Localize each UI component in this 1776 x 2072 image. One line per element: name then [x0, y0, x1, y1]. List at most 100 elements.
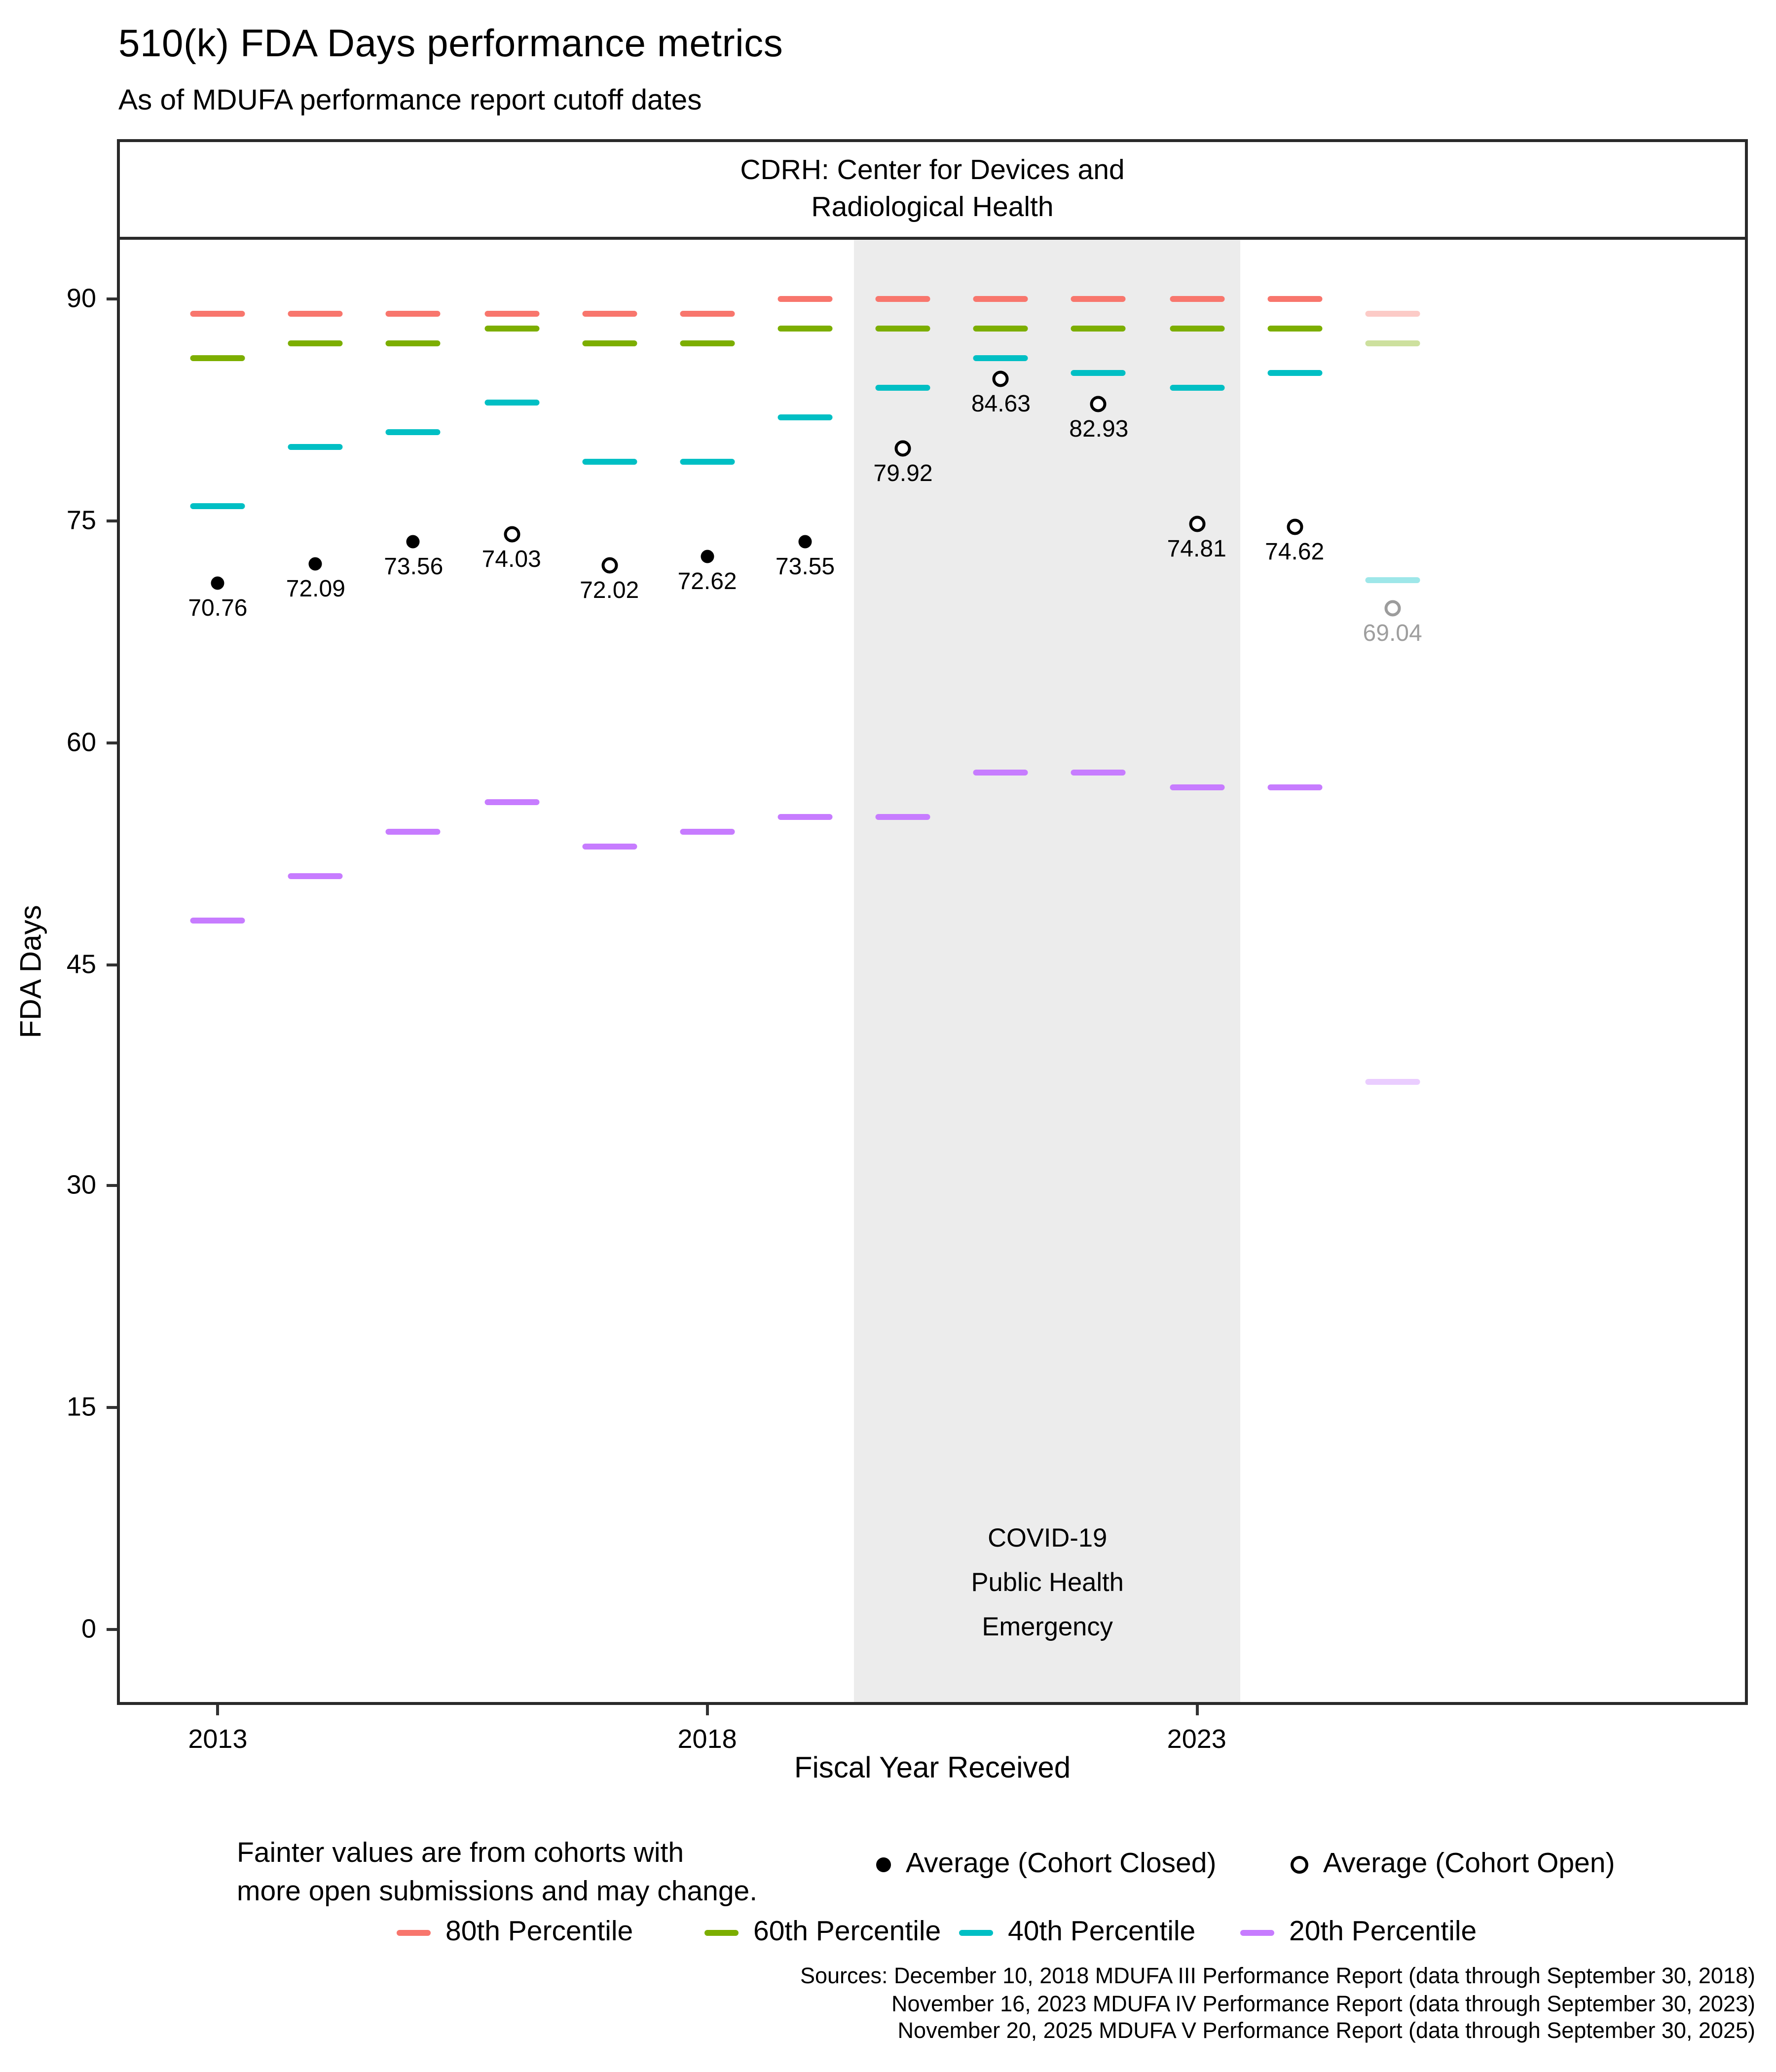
- facet-title-line2: Radiological Health: [811, 192, 1054, 223]
- page-title: 510(k) FDA Days performance metrics: [118, 21, 783, 65]
- percentile-dash: [582, 458, 637, 465]
- average-point: [993, 370, 1009, 387]
- average-value-label: 82.93: [1069, 416, 1129, 442]
- percentile-dash: [875, 325, 930, 332]
- percentile-dash: [386, 828, 441, 834]
- percentile-20-dash-icon: [1240, 1930, 1274, 1936]
- y-tick-mark: [107, 1628, 117, 1631]
- average-point: [1090, 395, 1107, 412]
- percentile-dash: [1267, 296, 1322, 302]
- average-point: [407, 535, 420, 549]
- legend-60th-percentile: 60th Percentile: [704, 1915, 941, 1951]
- y-tick-label: 0: [81, 1614, 96, 1644]
- average-point: [798, 535, 812, 549]
- average-value-label: 70.76: [188, 596, 248, 622]
- percentile-dash: [582, 843, 637, 849]
- y-axis-title: FDA Days: [15, 905, 48, 1038]
- percentile-dash: [875, 813, 930, 819]
- percentile-dash: [973, 325, 1029, 332]
- x-tick-mark: [705, 1705, 709, 1715]
- average-point: [601, 556, 618, 573]
- percentile-dash: [288, 872, 343, 879]
- sources-line2: November 16, 2023 MDUFA IV Performance R…: [891, 1991, 1755, 2017]
- average-value-label: 74.03: [481, 548, 541, 574]
- percentile-dash: [777, 325, 833, 332]
- x-tick-label: 2018: [677, 1724, 737, 1754]
- percentile-dash: [288, 310, 343, 317]
- percentile-dash: [973, 769, 1029, 775]
- sources: Sources: December 10, 2018 MDUFA III Per…: [800, 1964, 1755, 2046]
- legend-80th-percentile: 80th Percentile: [397, 1915, 633, 1951]
- plot-area: COVID-19 Public Health Emergency 70.76 72…: [67, 240, 1745, 1754]
- legend-note-line2: more open submissions and may change.: [237, 1877, 758, 1908]
- average-point: [211, 576, 224, 590]
- average-value-label: 74.81: [1167, 537, 1226, 562]
- percentile-dash: [777, 813, 833, 819]
- y-tick-mark: [107, 297, 117, 300]
- percentile-dash: [190, 310, 245, 317]
- percentile-dash: [1365, 577, 1420, 583]
- percentile-dash: [1169, 783, 1224, 790]
- percentile-dash: [1071, 325, 1126, 332]
- average-value-label: 79.92: [873, 461, 933, 486]
- percentile-dash: [1169, 296, 1224, 302]
- average-value-label: 73.55: [775, 555, 835, 581]
- percentile-dash: [680, 310, 735, 317]
- average-value-label: 72.02: [580, 578, 639, 603]
- average-point: [1188, 515, 1205, 532]
- average-point: [701, 549, 714, 563]
- x-tick-label: 2023: [1167, 1724, 1226, 1754]
- percentile-dash: [777, 414, 833, 420]
- facet-strip: CDRH: Center for Devices and Radiologica…: [117, 139, 1748, 237]
- x-axis-title: Fiscal Year Received: [794, 1752, 1071, 1785]
- average-point: [894, 440, 911, 456]
- legend-label-60th: 60th Percentile: [753, 1917, 941, 1948]
- y-tick-mark: [107, 962, 117, 966]
- average-value-label: 74.62: [1265, 539, 1325, 565]
- percentile-dash: [1267, 325, 1322, 332]
- percentile-60-dash-icon: [704, 1930, 739, 1936]
- percentile-dash: [1267, 783, 1322, 790]
- percentile-dash: [973, 355, 1029, 361]
- y-tick-label: 60: [66, 727, 96, 757]
- average-value-label: 73.56: [384, 555, 444, 581]
- average-value-label: 69.04: [1363, 622, 1422, 648]
- y-tick-label: 15: [66, 1392, 96, 1422]
- legend-label-average-open: Average (Cohort Open): [1323, 1849, 1615, 1880]
- x-tick-label: 2013: [188, 1724, 248, 1754]
- percentile-dash: [484, 399, 539, 406]
- sources-line1: Sources: December 10, 2018 MDUFA III Per…: [800, 1964, 1755, 1989]
- average-value-label: 72.09: [286, 577, 345, 602]
- percentile-40-dash-icon: [959, 1930, 993, 1936]
- percentile-dash: [484, 325, 539, 332]
- percentile-dash: [1169, 325, 1224, 332]
- percentile-dash: [582, 310, 637, 317]
- covid-region-highlight: [854, 240, 1241, 1702]
- legend-20th-percentile: 20th Percentile: [1240, 1915, 1477, 1951]
- y-tick-label: 90: [66, 283, 96, 313]
- page-subtitle: As of MDUFA performance report cutoff da…: [118, 84, 702, 117]
- closed-point-icon: [876, 1857, 891, 1872]
- percentile-dash: [1365, 1079, 1420, 1086]
- average-point: [1384, 600, 1401, 617]
- percentile-dash: [875, 296, 930, 302]
- percentile-dash: [484, 310, 539, 317]
- x-tick-mark: [216, 1705, 220, 1715]
- legend-note-line1: Fainter values are from cohorts with: [237, 1838, 684, 1869]
- open-point-icon: [1291, 1856, 1308, 1874]
- covid-label-line2: Public Health: [971, 1567, 1124, 1597]
- y-tick-label: 30: [66, 1170, 96, 1200]
- covid-label-line3: Emergency: [982, 1612, 1113, 1641]
- x-tick-mark: [1195, 1705, 1198, 1715]
- average-point: [1286, 518, 1303, 535]
- percentile-dash: [288, 340, 343, 346]
- legend-label-40th: 40th Percentile: [1008, 1917, 1196, 1948]
- percentile-dash: [1071, 769, 1126, 775]
- plot-panel: COVID-19 Public Health Emergency 70.76 72…: [67, 237, 1748, 1754]
- percentile-dash: [1071, 296, 1126, 302]
- y-tick-mark: [107, 740, 117, 744]
- percentile-dash: [680, 458, 735, 465]
- percentile-80-dash-icon: [397, 1930, 431, 1936]
- legend-average-open: Average (Cohort Open): [1291, 1847, 1615, 1883]
